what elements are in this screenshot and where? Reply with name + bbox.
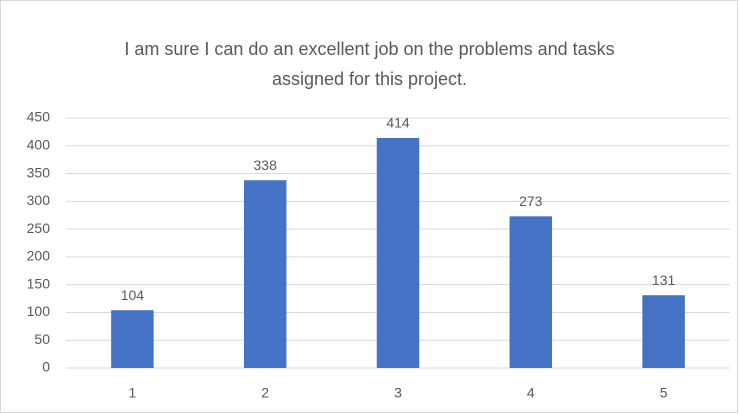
y-tick-label: 250: [27, 220, 51, 236]
value-label: 273: [519, 193, 543, 209]
bar: [243, 180, 287, 368]
bar: [642, 295, 685, 368]
y-tick-label: 100: [27, 303, 51, 319]
value-label: 104: [121, 287, 145, 303]
bar: [509, 216, 553, 368]
x-tick-label: 1: [129, 385, 137, 401]
y-tick-label: 300: [27, 192, 51, 208]
value-label: 414: [386, 115, 410, 131]
y-tick-label: 0: [42, 359, 50, 375]
value-label: 338: [254, 157, 278, 173]
x-tick-label: 3: [394, 385, 402, 401]
y-tick-label: 450: [27, 109, 51, 125]
x-tick-label: 2: [261, 385, 269, 401]
x-tick-label: 5: [660, 385, 668, 401]
y-tick-label: 350: [27, 164, 51, 180]
y-tick-label: 150: [27, 275, 51, 291]
y-tick-label: 400: [27, 136, 51, 152]
chart-title: I am sure I can do an excellent job on t…: [124, 39, 615, 89]
value-label: 131: [652, 272, 676, 288]
bar: [111, 310, 154, 368]
y-tick-label: 50: [34, 331, 50, 347]
x-tick-label: 4: [527, 385, 535, 401]
bar: [376, 138, 420, 368]
y-tick-label: 200: [27, 248, 51, 264]
